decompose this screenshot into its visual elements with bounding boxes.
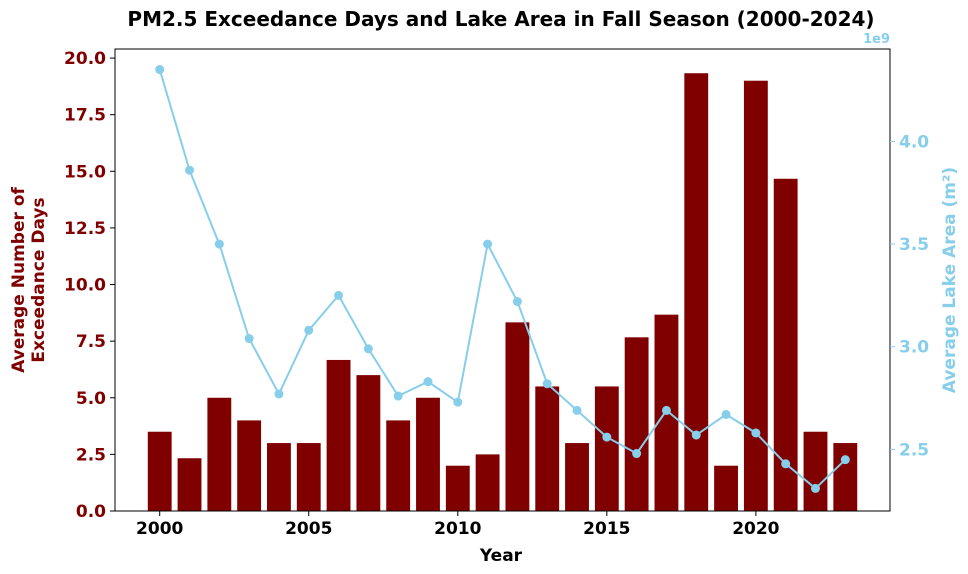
right-tick-label-4.0: 4.0 [899,132,929,152]
left-axis-title: Average Number ofExceedance Days [9,187,49,373]
left-axis-title-line: Exceedance Days [29,197,49,362]
chart-title: PM2.5 Exceedance Days and Lake Area in F… [127,7,874,31]
x-tick-label-2015: 2015 [583,519,630,539]
bar-2018 [684,73,709,511]
lake-area-point-2003 [244,334,254,344]
bar-2019 [714,465,738,511]
bar-2023 [833,443,858,511]
lake-area-point-2006 [334,290,344,300]
lake-area-point-2007 [363,344,373,354]
left-tick-label-20.0: 20.0 [64,49,106,69]
left-tick-label-2.5: 2.5 [76,445,106,465]
right-tick-label-2.5: 2.5 [899,440,929,460]
left-axis-title-line: Average Number of [9,187,29,373]
bar-2001 [177,458,202,511]
bar-2014 [565,443,589,511]
bar-2007 [356,375,381,511]
left-tick-label-0.0: 0.0 [76,502,106,522]
lake-area-line [158,69,846,490]
bar-2016 [624,337,649,511]
left-tick-label-10.0: 10.0 [64,276,106,296]
bar-2002 [207,397,232,511]
lake-area-point-2015 [602,432,612,442]
lake-area-point-2002 [214,239,224,249]
lake-area-point-2008 [393,391,403,401]
bar-2006 [326,359,351,511]
bar-2000 [147,431,172,511]
lake-area-point-2020 [751,428,761,438]
lake-area-point-2017 [661,405,671,415]
bar-2021 [773,178,798,511]
lake-area-point-2012 [512,297,522,307]
lake-area-point-2000 [155,65,165,75]
bar-2008 [386,420,411,511]
left-tick-label-5.0: 5.0 [76,389,106,409]
right-tick-label-3.5: 3.5 [899,235,929,255]
lake-area-point-2001 [185,165,195,175]
x-axis-title: Year [479,546,523,566]
bar-2022 [803,431,828,511]
left-tick-label-7.5: 7.5 [76,332,106,352]
bar-2009 [416,397,440,511]
bar-2004 [267,443,291,511]
left-tick-label-12.5: 12.5 [64,219,106,239]
bar-2011 [475,454,500,511]
lake-area-point-2019 [721,409,731,419]
lake-area-point-2016 [632,449,642,459]
bar-2020 [743,80,768,512]
right-axis-offset-text: 1e9 [863,32,890,47]
bar-2005 [296,443,321,511]
plot-layer: 2000 2005 2010 2015 2020 0.0 2.5 5.0 7.5 10.0 12.5… [9,32,960,539]
lake-area-point-2009 [423,377,433,387]
right-axis-title: Average Lake Area (m²) [940,167,960,393]
lake-area-point-2018 [691,430,701,440]
lake-area-point-2011 [483,239,493,249]
x-tick-label-2000: 2000 [136,519,183,539]
bar-2013 [535,386,560,511]
bar-2010 [445,465,470,511]
bar-2015 [594,386,619,511]
lake-area-point-2013 [542,379,552,389]
right-tick-label-3.0: 3.0 [899,338,929,358]
x-tick-label-2005: 2005 [285,519,332,539]
plot-frame [114,48,891,512]
bar-2003 [237,420,262,511]
lake-area-point-2004 [274,389,284,399]
lake-area-point-2010 [453,397,463,407]
x-tick-label-2020: 2020 [732,519,779,539]
lake-area-point-2014 [572,405,582,415]
lake-area-point-2005 [304,325,314,335]
left-tick-label-15.0: 15.0 [64,162,106,182]
x-tick-label-2010: 2010 [434,519,481,539]
lake-area-point-2021 [781,459,791,469]
left-tick-label-17.5: 17.5 [64,106,106,126]
lake-area-point-2022 [810,483,820,493]
bar-2012 [505,322,530,511]
lake-area-point-2023 [840,455,850,465]
